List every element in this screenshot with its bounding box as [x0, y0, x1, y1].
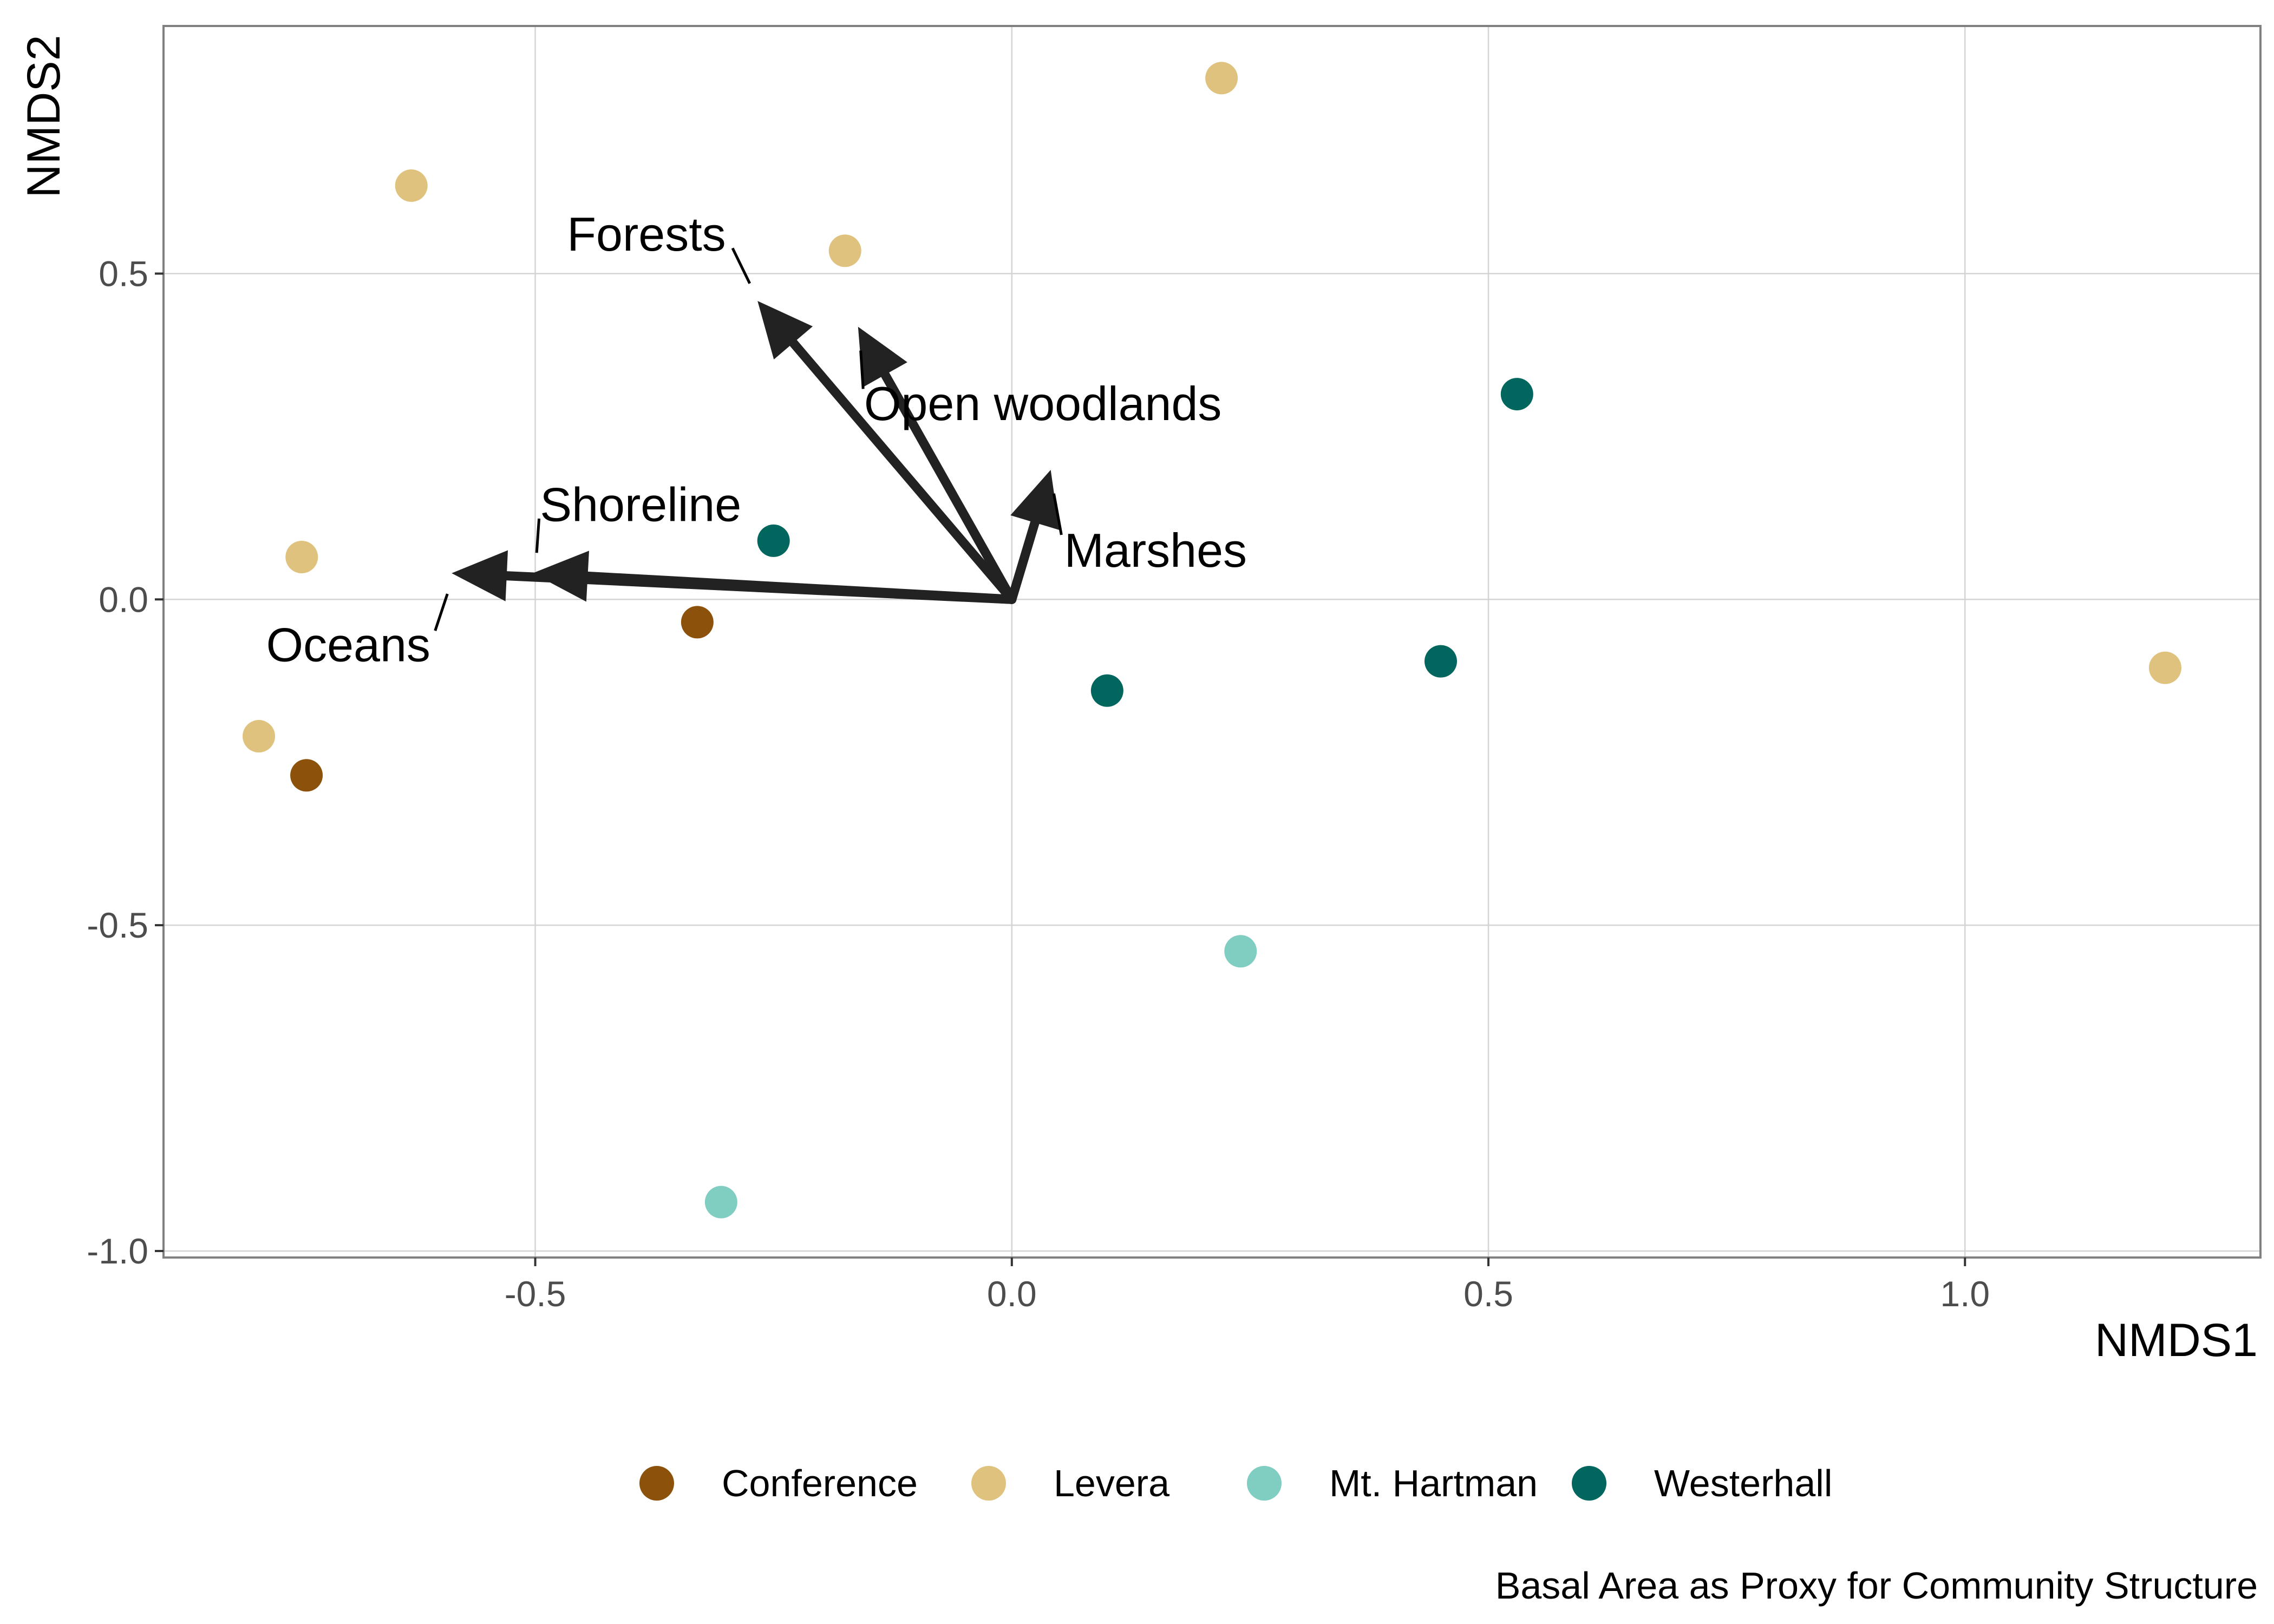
axis-ticks: -0.5 0.0 0.5 1.0 -1.0 -0.5 0.0 0.5 — [87, 253, 1990, 1314]
y-tick-label: 0.0 — [99, 579, 148, 619]
y-tick-label: -0.5 — [87, 905, 148, 945]
legend-key-mt-hartman — [1247, 1466, 1282, 1501]
legend-label-westerhall: Westerhall — [1654, 1462, 1832, 1504]
label-leader-open-woodlands — [859, 350, 865, 389]
point-westerhall — [1500, 378, 1533, 411]
y-tick-label: -1.0 — [87, 1231, 148, 1271]
point-westerhall — [757, 524, 790, 557]
x-tick-label: 0.5 — [1463, 1274, 1513, 1314]
legend-item-levera: Levera — [971, 1462, 1169, 1504]
label-leader-forests — [731, 247, 752, 284]
point-mt-hartman — [704, 1186, 737, 1219]
vector-label-open-woodlands: Open woodlands — [864, 377, 1221, 430]
y-tick-label: 0.5 — [99, 253, 148, 293]
legend-label-mt-hartman: Mt. Hartman — [1329, 1462, 1538, 1504]
vector-shaft — [865, 343, 1017, 604]
site-points — [243, 62, 2181, 1219]
legend-key-conference — [639, 1466, 674, 1501]
caption: Basal Area as Proxy for Community Struct… — [1495, 1564, 2258, 1607]
vector-shaft — [471, 569, 1017, 604]
legend-item-mt-hartman: Mt. Hartman — [1247, 1462, 1538, 1504]
vector-oceans — [452, 550, 1017, 604]
label-leader-oceans — [434, 593, 449, 631]
point-levera — [2148, 651, 2181, 684]
vector-label-marshes: Marshes — [1064, 523, 1247, 577]
point-levera — [285, 541, 318, 574]
point-levera — [395, 169, 428, 202]
point-conference — [290, 759, 323, 792]
legend: Conference Levera Mt. Hartman Westerhall — [639, 1462, 1832, 1504]
x-tick-label: -0.5 — [505, 1274, 566, 1314]
vector-label-forests: Forests — [567, 207, 726, 261]
x-axis-title: NMDS1 — [2095, 1314, 2258, 1366]
point-levera — [828, 234, 861, 267]
y-axis-title: NMDS2 — [18, 35, 70, 198]
vector-arrowhead — [452, 550, 508, 601]
vector-shaft — [768, 315, 1017, 604]
point-mt-hartman — [1224, 935, 1257, 968]
vector-forests — [757, 300, 1017, 604]
label-leader-shoreline — [535, 518, 541, 553]
legend-key-westerhall — [1572, 1466, 1606, 1501]
legend-label-conference: Conference — [722, 1462, 918, 1504]
point-westerhall — [1090, 674, 1123, 707]
point-levera — [1205, 62, 1238, 95]
legend-label-levera: Levera — [1054, 1462, 1169, 1504]
point-levera — [243, 720, 276, 753]
legend-key-levera — [971, 1466, 1006, 1501]
vector-labels: Forests Open woodlands Marshes Shoreline Oce… — [266, 207, 1247, 671]
vector-label-oceans: Oceans — [266, 618, 430, 672]
legend-item-conference: Conference — [639, 1462, 918, 1504]
vector-arrowhead — [757, 300, 813, 359]
vector-label-shoreline: Shoreline — [540, 478, 741, 532]
x-tick-label: 0.0 — [987, 1274, 1037, 1314]
x-tick-label: 1.0 — [1940, 1274, 1990, 1314]
label-leader-marshes — [1052, 493, 1063, 535]
point-conference — [681, 606, 714, 639]
point-westerhall — [1424, 645, 1458, 678]
panel-border — [162, 25, 2262, 1259]
grid-lines — [164, 26, 2260, 1258]
environmental-vectors — [452, 300, 1060, 604]
legend-item-westerhall: Westerhall — [1572, 1462, 1832, 1504]
